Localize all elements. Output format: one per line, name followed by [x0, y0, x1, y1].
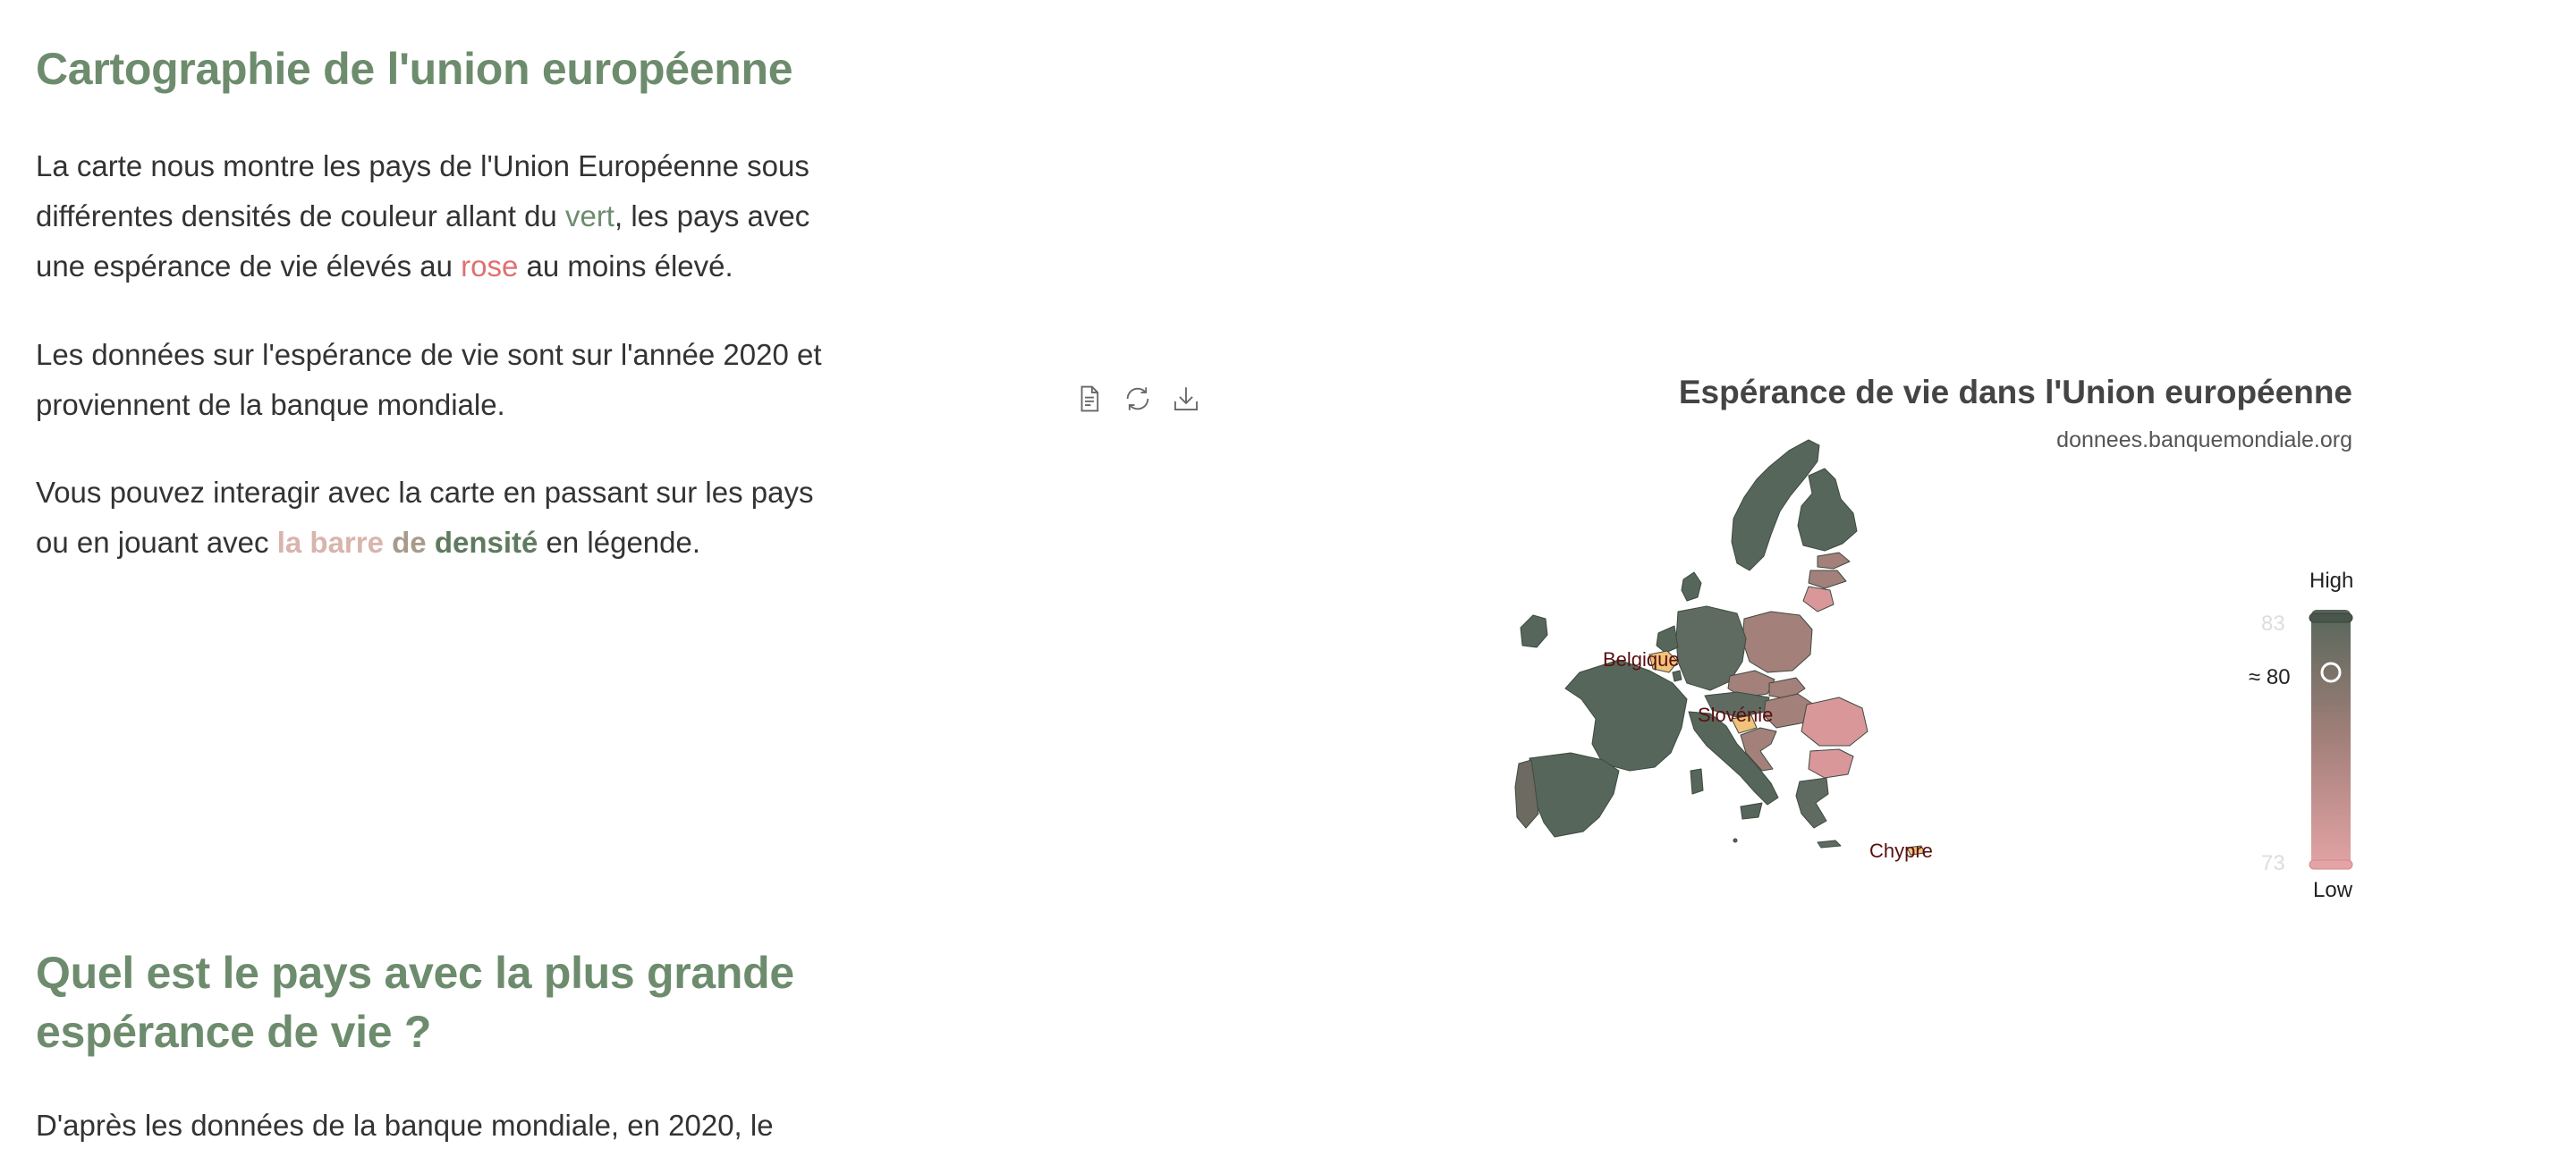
rose-keyword: rose — [461, 249, 519, 283]
eu-map: Belgique Slovénie Chypre — [1514, 439, 1933, 862]
refresh-icon[interactable] — [1122, 383, 1154, 415]
country-portugal[interactable] — [1514, 759, 1539, 829]
country-france[interactable] — [1564, 659, 1688, 772]
country-netherlands[interactable] — [1656, 625, 1679, 654]
country-estonia[interactable] — [1817, 552, 1851, 570]
interaction-paragraph: Vous pouvez interagir avec la carte en p… — [36, 468, 841, 568]
density-current-marker[interactable] — [2320, 662, 2342, 683]
country-greece[interactable] — [1795, 777, 1829, 829]
density-gradient — [2311, 610, 2351, 869]
document-icon[interactable] — [1073, 383, 1106, 415]
download-icon[interactable] — [1170, 383, 1202, 415]
density-legend: High 83 ≈ 80 73 Low — [2249, 569, 2361, 908]
para1-text-2: , les pays avec une espérance de vie éle… — [36, 199, 810, 283]
country-cyprus[interactable] — [1906, 845, 1926, 856]
legend-max-value: 83 — [2261, 612, 2285, 636]
density-link-part-1: la barre — [276, 526, 393, 559]
legend-high-label: High — [2309, 569, 2354, 593]
country-greece-crete[interactable] — [1817, 840, 1842, 849]
country-romania[interactable] — [1801, 697, 1868, 747]
country-latvia[interactable] — [1808, 570, 1847, 589]
data-source-paragraph: Les données sur l'espérance de vie sont … — [36, 338, 822, 421]
country-italy-sicily[interactable] — [1740, 802, 1763, 820]
density-link-part-2: de — [392, 526, 435, 559]
country-slovenia[interactable] — [1731, 714, 1758, 734]
para3-text-1: Vous pouvez interagir avec la carte en p… — [36, 476, 814, 559]
chart-toolbar — [1073, 383, 1202, 415]
para1-text-3: au moins élevé. — [518, 249, 733, 283]
label-slovenia: Slovénie — [1698, 704, 1773, 726]
country-italy[interactable] — [1688, 711, 1779, 806]
legend-current-value: ≈ 80 — [2249, 665, 2291, 689]
country-lithuania[interactable] — [1802, 586, 1835, 612]
chart-source: donnees.banquemondiale.org — [2056, 427, 2352, 452]
density-link-part-3: densité — [434, 526, 538, 559]
country-luxembourg[interactable] — [1672, 670, 1682, 682]
label-cyprus: Chypre — [1869, 840, 1933, 862]
green-keyword: vert — [564, 199, 614, 232]
para1-text-1: La carte nous montre les pays de l'Union… — [36, 149, 809, 232]
country-belgium[interactable] — [1648, 650, 1679, 673]
country-spain[interactable] — [1529, 752, 1620, 838]
section-title-largest-life-expectancy: Quel est le pays avec la plus grande esp… — [36, 948, 794, 1057]
para3-text-2: en légende. — [538, 526, 701, 559]
country-ireland[interactable] — [1520, 614, 1548, 648]
country-malta[interactable] — [1733, 838, 1738, 843]
intro-paragraph: La carte nous montre les pays de l'Union… — [36, 141, 841, 291]
country-bulgaria[interactable] — [1808, 748, 1854, 779]
country-finland[interactable] — [1797, 468, 1858, 552]
legend-low-label: Low — [2313, 878, 2353, 902]
page-title: Cartographie de l'union européenne — [36, 44, 793, 94]
country-sweden[interactable] — [1731, 439, 1820, 571]
density-bar-link[interactable]: la barre de densité — [277, 526, 538, 559]
label-belgium: Belgique — [1603, 648, 1680, 671]
country-denmark[interactable] — [1681, 571, 1702, 602]
country-croatia[interactable] — [1740, 727, 1777, 772]
country-poland[interactable] — [1741, 611, 1813, 673]
chart-title: Espérance de vie dans l'Union européenne — [1678, 374, 2352, 410]
answer-paragraph: D'après les données de la banque mondial… — [36, 1109, 774, 1142]
country-italy-sardinia[interactable] — [1690, 768, 1704, 795]
legend-min-value: 73 — [2261, 851, 2285, 875]
country-czechia[interactable] — [1727, 670, 1775, 698]
density-handle-top[interactable] — [2309, 612, 2353, 623]
density-handle-bottom[interactable] — [2309, 859, 2353, 870]
density-bar[interactable] — [2304, 608, 2358, 885]
